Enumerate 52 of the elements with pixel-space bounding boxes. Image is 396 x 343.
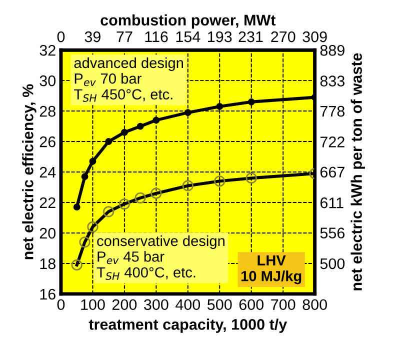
x2-tick-label: 154 [176, 32, 200, 42]
text: conservative design P$_{ev}$ 45 bar T$_{SH}$ 400°C, etc. [96, 235, 224, 280]
point [89, 158, 96, 165]
y2-tick-label: 500 [320, 258, 345, 270]
y-tick-label: 18 [40, 258, 56, 270]
point [81, 173, 88, 180]
point [248, 98, 255, 106]
y-tick-label: 28 [40, 106, 56, 117]
y-tick-label: 26 [40, 136, 56, 148]
x-axis-title: treatment capacity, 1000 t/y [88, 318, 288, 333]
x2-tick-label: 270 [271, 31, 296, 42]
x2-tick-label: 0 [57, 31, 65, 42]
x2-tick-label: 309 [302, 31, 327, 42]
x2-tick-label: 193 [208, 31, 232, 42]
y-tick-label: 30 [40, 75, 56, 86]
y-tick-label: 16 [40, 288, 56, 300]
y2-tick-label: 778 [320, 106, 345, 117]
point [73, 204, 80, 211]
point [216, 103, 224, 110]
point [120, 128, 128, 136]
x-tick-label: 100 [81, 299, 105, 310]
x-tick-label: 0 [57, 299, 65, 310]
x2-tick-label: 116 [145, 31, 168, 42]
y-tick-label: 20 [40, 228, 56, 239]
y2-axis-title: net electric kWh per ton of waste [350, 53, 365, 290]
x-tick-label: 700 [271, 299, 296, 310]
x-tick-label: 600 [239, 299, 264, 310]
point [184, 109, 192, 116]
x2-tick-label: 39 [84, 31, 100, 42]
x-tick-label: 500 [208, 299, 232, 310]
x2-tick-label: 231 [238, 31, 263, 42]
y-tick-label: 22 [40, 197, 56, 208]
y2-tick-label: 889 [320, 44, 344, 56]
x-tick-label: 200 [112, 299, 137, 310]
annotation: LHV 10 MJ/kg [241, 255, 302, 284]
point [136, 122, 144, 130]
y2-tick-label: 556 [320, 228, 344, 238]
x-tick-label: 800 [302, 299, 327, 310]
y-axis-title: net electric efficiency, % [22, 84, 36, 260]
y2-tick-label: 833 [320, 76, 344, 86]
y2-tick-label: 611 [320, 197, 344, 208]
point [152, 116, 160, 124]
y2-tick-label: 667 [320, 166, 344, 178]
point [105, 138, 112, 146]
y-tick-label: 24 [40, 166, 56, 178]
text: advanced design P$_{ev}$ 70 bar T$_{SH}$ 450°C, etc. [74, 57, 183, 102]
y-tick-label: 32 [40, 44, 56, 56]
x-tick-label: 300 [144, 299, 168, 310]
x-tick-label: 400 [176, 299, 200, 310]
x2-axis-title: combustion power, MWt [100, 14, 276, 29]
x2-tick-label: 77 [116, 32, 132, 42]
y2-tick-label: 722 [320, 136, 344, 148]
